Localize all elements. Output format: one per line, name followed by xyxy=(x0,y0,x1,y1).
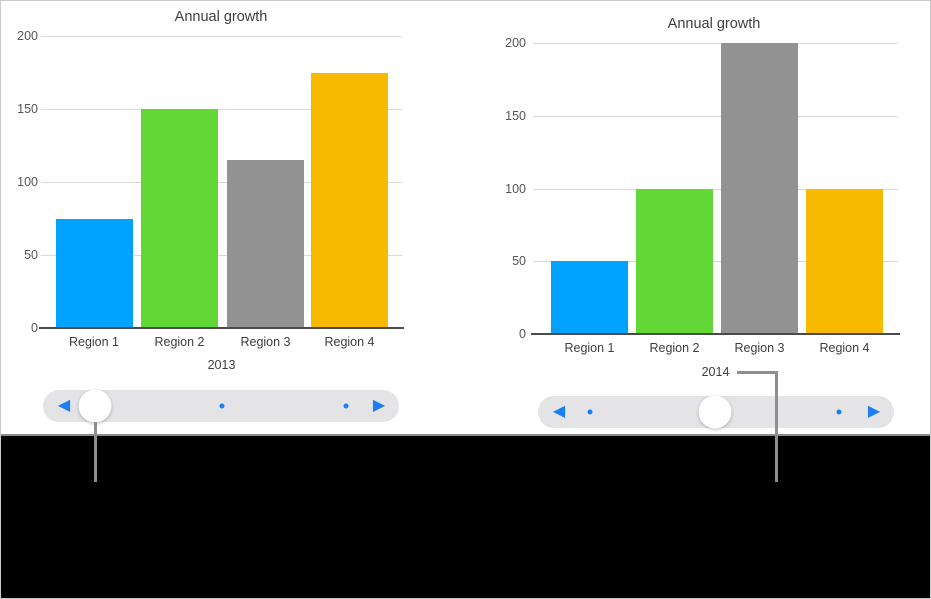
chart-scrubber-2014[interactable]: ◀ ▶ xyxy=(538,395,894,429)
category-label: Region 4 xyxy=(324,335,375,349)
bar-region-2[interactable] xyxy=(141,109,218,328)
scrubber-knob[interactable] xyxy=(698,395,732,429)
grid-line xyxy=(533,188,898,190)
x-axis-line xyxy=(531,333,900,335)
bar-region-3[interactable] xyxy=(227,160,304,328)
callout-line-2014-label-horizontal xyxy=(737,370,777,374)
category-label: Region 2 xyxy=(649,341,700,355)
scrubber-dot[interactable] xyxy=(219,403,225,409)
category-label: Region 2 xyxy=(154,335,205,349)
y-axis-tick-label: 100 xyxy=(17,175,38,189)
y-axis-tick-label: 50 xyxy=(512,254,526,269)
bar-region-3[interactable] xyxy=(721,43,798,334)
chart-title: Annual growth xyxy=(174,9,268,25)
grid-line xyxy=(41,182,402,183)
category-label: Region 1 xyxy=(564,341,615,355)
category-label: Region 3 xyxy=(240,335,291,349)
scrubber-dot[interactable] xyxy=(836,409,842,415)
bar-region-1[interactable] xyxy=(55,218,133,328)
callout-line-scrubber-knob xyxy=(94,422,97,482)
x-axis-title: 2013 xyxy=(207,358,236,372)
scrubber-prev-icon[interactable]: ◀ xyxy=(57,397,71,414)
scrubber-next-icon[interactable]: ▶ xyxy=(867,403,881,420)
chart-title: Annual growth xyxy=(667,16,761,32)
category-label: Region 4 xyxy=(819,341,870,355)
bar-region-4[interactable] xyxy=(806,188,883,334)
scrubber-next-icon[interactable]: ▶ xyxy=(372,397,386,414)
bar-region-4[interactable] xyxy=(311,72,388,328)
bar-region-1[interactable] xyxy=(551,261,628,334)
callout-line-2014-label-vertical xyxy=(774,370,778,482)
y-axis-tick-label: 150 xyxy=(17,102,38,116)
x-axis-title: 2014 xyxy=(701,365,730,379)
grid-line xyxy=(533,115,898,117)
y-axis-tick-label: 0 xyxy=(519,327,526,341)
bottom-caption-band xyxy=(1,434,930,598)
grid-line xyxy=(41,109,402,110)
grid-line xyxy=(533,261,898,263)
grid-line xyxy=(533,43,898,44)
category-label: Region 3 xyxy=(734,341,785,355)
scrubber-knob[interactable] xyxy=(78,389,112,423)
category-label: Region 1 xyxy=(68,335,120,349)
y-axis-tick-label: 200 xyxy=(505,36,526,50)
grid-line xyxy=(41,36,402,37)
y-axis-tick-label: 150 xyxy=(505,108,526,123)
bar-region-2[interactable] xyxy=(636,188,713,334)
scrubber-dot[interactable] xyxy=(587,409,593,415)
y-axis-tick-label: 200 xyxy=(17,29,38,43)
scrubber-dot[interactable] xyxy=(343,403,349,409)
x-axis-line xyxy=(39,327,404,329)
y-axis-tick-label: 100 xyxy=(505,181,526,196)
y-axis-tick-label: 0 xyxy=(31,321,38,335)
y-axis-tick-label: 50 xyxy=(24,248,38,262)
grid-line xyxy=(41,255,402,256)
scrubber-prev-icon[interactable]: ◀ xyxy=(552,403,566,420)
chart-scrubber-2013[interactable]: ◀ ▶ xyxy=(43,389,399,423)
